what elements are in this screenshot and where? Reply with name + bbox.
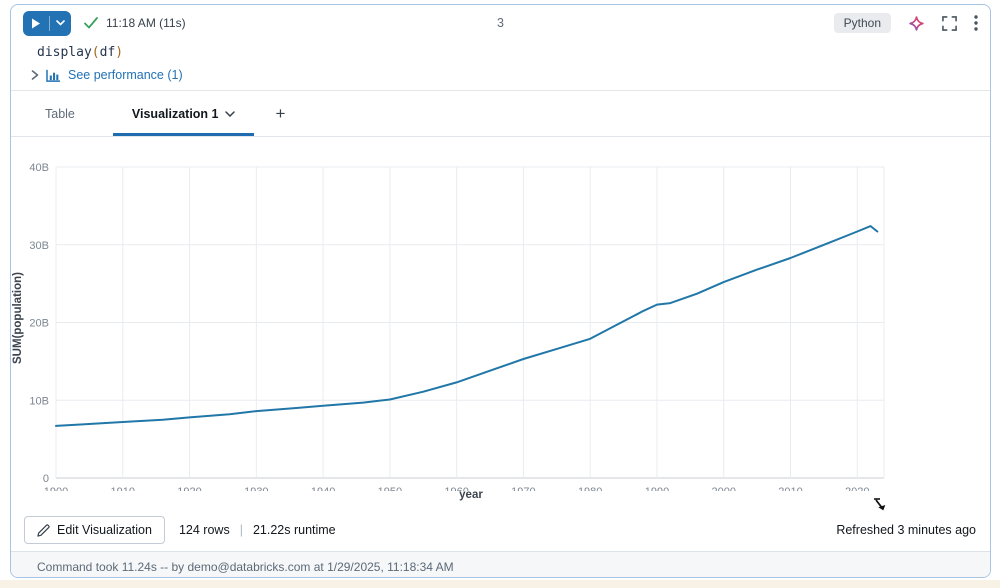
toolbar-right-actions: Python (833, 13, 978, 33)
y-tick-label: 20B (29, 318, 49, 330)
page-bottom-strip (0, 580, 1000, 588)
run-button-divider (49, 15, 50, 31)
runtime-text: 21.22s runtime (252, 523, 336, 537)
x-tick-label: 1960 (444, 486, 468, 491)
population-series-line (55, 225, 879, 427)
y-tick-label: 0 (43, 473, 49, 485)
line-chart[interactable]: 0 10B 20B 30B 40B 1900 1910 1920 1930 1940 1950 196… (12, 139, 978, 491)
chart-area: SUM(population) 010B20B30B40B19001910192… (11, 137, 990, 509)
x-axis-title: year (459, 489, 483, 501)
result-status-bar: Edit Visualization 124 rows | 21.22s run… (11, 509, 990, 551)
kebab-menu-icon[interactable] (974, 15, 978, 31)
x-tick-label: 1910 (111, 486, 135, 491)
cell-number: 3 (497, 16, 504, 30)
notebook-cell: 11:18 AM (11s) 3 Python (10, 4, 991, 578)
rows-count: 124 rows (178, 523, 230, 537)
y-tick-label: 40B (29, 162, 49, 174)
assistant-sparkle-icon[interactable] (908, 15, 925, 32)
result-stats: 124 rows | 21.22s runtime (179, 523, 336, 537)
y-tick-label: 30B (29, 240, 49, 252)
chevron-down-icon (56, 20, 65, 26)
edit-visualization-label: Edit Visualization (57, 523, 152, 537)
play-icon (32, 18, 40, 28)
x-tick-label: 1980 (578, 486, 602, 491)
refreshed-status: Refreshed 3 minutes ago (836, 523, 976, 537)
code-section: display(df) See performance (1) (11, 41, 990, 91)
see-performance-link[interactable]: See performance (1) (68, 68, 183, 82)
command-status-footer: Command took 11.24s -- by demo@databrick… (11, 551, 990, 577)
add-visualization-button[interactable]: + (270, 91, 292, 136)
stats-separator: | (239, 523, 243, 537)
edit-visualization-button[interactable]: Edit Visualization (24, 516, 165, 544)
performance-row: See performance (1) (11, 64, 990, 82)
x-tick-label: 2020 (845, 486, 869, 491)
code-editor-line[interactable]: display(df) (11, 41, 990, 64)
x-tick-label: 1990 (645, 486, 669, 491)
code-paren-close: ) (115, 45, 124, 60)
x-tick-label: 1920 (177, 486, 201, 491)
cell-toolbar: 11:18 AM (11s) 3 Python (11, 5, 990, 41)
run-options-dropdown[interactable] (50, 11, 71, 36)
expand-chevron-right-icon[interactable] (31, 70, 39, 80)
x-tick-label: 2000 (711, 486, 735, 491)
results-tab-bar: Table Visualization 1 + (11, 91, 990, 137)
x-tick-label: 2010 (778, 486, 802, 491)
tab-table[interactable]: Table (31, 91, 89, 136)
pencil-icon (37, 523, 50, 537)
run-cell-button[interactable] (23, 11, 49, 36)
success-check-icon (84, 17, 98, 29)
y-tick-label: 10B (29, 395, 49, 407)
x-tick-label: 1950 (378, 486, 402, 491)
language-selector[interactable]: Python (833, 13, 891, 33)
code-function: display (37, 45, 92, 60)
x-tick-label: 1940 (311, 486, 335, 491)
fullscreen-icon[interactable] (942, 15, 957, 31)
x-tick-label: 1900 (44, 486, 68, 491)
x-tick-label: 1930 (244, 486, 268, 491)
code-argument: df (99, 45, 116, 60)
tab-table-label: Table (45, 106, 75, 121)
tab-visualization-1[interactable]: Visualization 1 (112, 91, 254, 136)
tab-dropdown-chevron-icon[interactable] (224, 110, 235, 117)
tab-visualization-1-label: Visualization 1 (131, 106, 219, 121)
performance-chart-icon (46, 69, 60, 82)
run-timestamp: 11:18 AM (11s) (106, 16, 186, 30)
x-tick-label: 1970 (511, 486, 535, 491)
code-paren-open: ( (91, 45, 100, 60)
run-button-group (23, 10, 71, 36)
